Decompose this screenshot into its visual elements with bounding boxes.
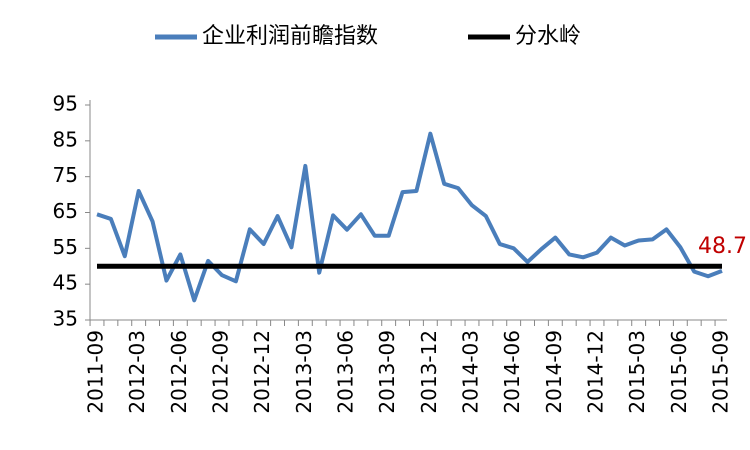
x-tick-label: 2012-06 (167, 330, 191, 414)
x-tick-label: 2014-12 (584, 330, 608, 414)
y-tick-label: 65 (53, 199, 78, 223)
x-tick-label: 2011-09 (84, 330, 108, 414)
x-tick-label: 2014-03 (459, 330, 483, 414)
x-tick-label: 2013-06 (334, 330, 358, 414)
x-tick-label: 2013-09 (375, 330, 399, 414)
data-label: 48.7 (698, 234, 747, 259)
x-tick-label: 2015-03 (625, 330, 649, 414)
x-tick-label: 2013-03 (292, 330, 316, 414)
x-tick-label: 2014-06 (500, 330, 524, 414)
x-tick-label: 2012-12 (250, 330, 274, 414)
y-tick-label: 55 (53, 235, 78, 259)
x-tick-label: 2014-09 (542, 330, 566, 414)
y-tick-label: 75 (53, 163, 78, 187)
y-tick-label: 45 (53, 271, 78, 295)
series-line (96, 131, 723, 303)
x-tick-label: 2015-09 (709, 330, 733, 414)
y-tick-label: 95 (53, 92, 78, 116)
x-tick-label: 2013-12 (417, 330, 441, 414)
x-tick-label: 2012-09 (209, 330, 233, 414)
y-tick-label: 35 (53, 307, 78, 331)
x-tick-label: 2012-03 (125, 330, 149, 414)
y-tick-label: 85 (53, 127, 78, 151)
legend-label: 分水岭 (515, 24, 581, 49)
x-tick-label: 2015-06 (667, 330, 691, 414)
legend-label: 企业利润前瞻指数 (202, 24, 378, 49)
